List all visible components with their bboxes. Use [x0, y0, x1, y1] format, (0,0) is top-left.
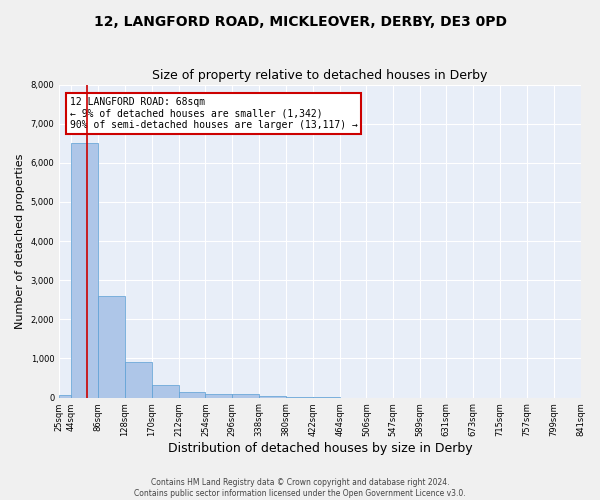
X-axis label: Distribution of detached houses by size in Derby: Distribution of detached houses by size …: [167, 442, 472, 455]
Text: 12, LANGFORD ROAD, MICKLEOVER, DERBY, DE3 0PD: 12, LANGFORD ROAD, MICKLEOVER, DERBY, DE…: [94, 15, 506, 29]
Bar: [98, 296, 125, 398]
Bar: [59, 394, 71, 398]
Bar: [152, 384, 179, 398]
Bar: [205, 394, 232, 398]
Bar: [125, 362, 152, 398]
Bar: [232, 394, 259, 398]
Bar: [71, 143, 98, 398]
Text: Contains HM Land Registry data © Crown copyright and database right 2024.
Contai: Contains HM Land Registry data © Crown c…: [134, 478, 466, 498]
Bar: [259, 396, 286, 398]
Bar: [179, 392, 205, 398]
Title: Size of property relative to detached houses in Derby: Size of property relative to detached ho…: [152, 69, 488, 82]
Text: 12 LANGFORD ROAD: 68sqm
← 9% of detached houses are smaller (1,342)
90% of semi-: 12 LANGFORD ROAD: 68sqm ← 9% of detached…: [70, 97, 358, 130]
Bar: [286, 397, 313, 398]
Y-axis label: Number of detached properties: Number of detached properties: [15, 154, 25, 329]
